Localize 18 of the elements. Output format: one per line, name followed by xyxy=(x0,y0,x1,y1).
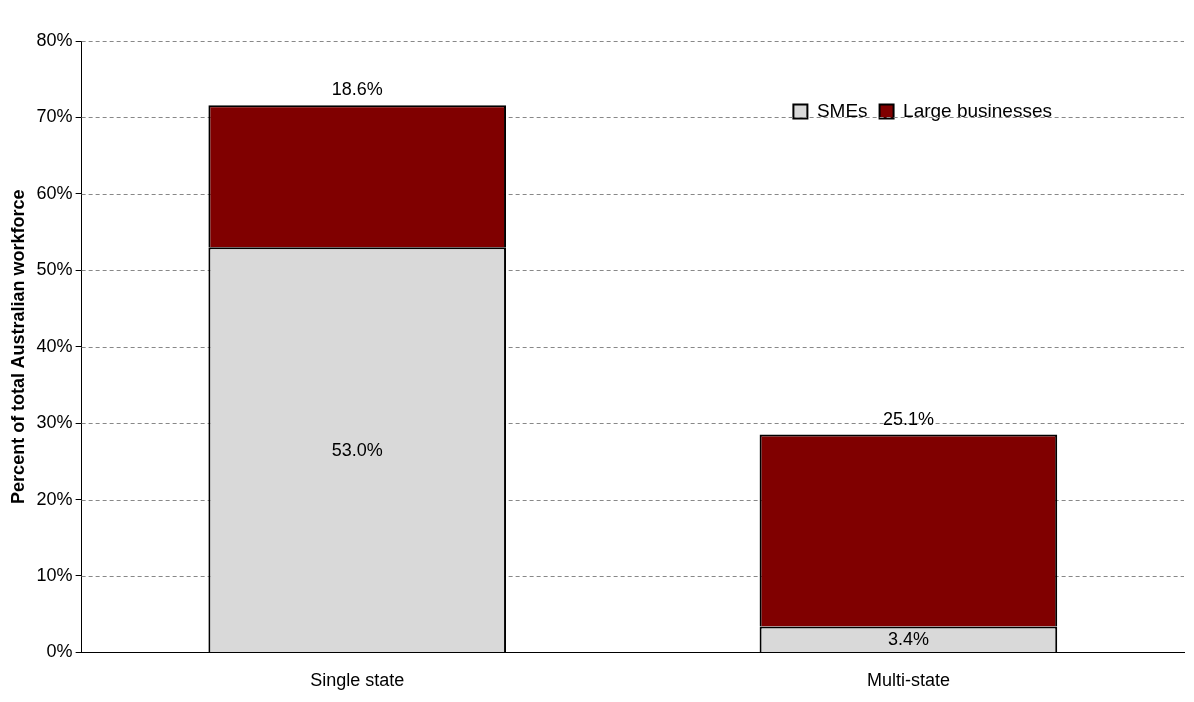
y-tick-label: 30% xyxy=(36,412,73,433)
legend-label: SMEs xyxy=(816,99,868,121)
y-tick-label: 0% xyxy=(46,641,73,662)
y-tick-label: 60% xyxy=(36,182,73,203)
data-label: 3.4% xyxy=(887,629,929,650)
y-axis-title: Percent of total Australian workforce xyxy=(7,189,28,504)
y-tick-label: 80% xyxy=(36,29,73,50)
legend-label: Large businesses xyxy=(903,99,1053,121)
x-tick-label: Single state xyxy=(310,670,405,691)
y-tick-label: 70% xyxy=(36,106,73,127)
data-label: 53.0% xyxy=(331,439,383,460)
data-label: 25.1% xyxy=(882,408,934,429)
y-tick-label: 40% xyxy=(36,335,73,356)
y-tick-label: 10% xyxy=(36,564,73,585)
y-tick-label: 50% xyxy=(36,259,73,280)
y-tick-label: 20% xyxy=(36,488,73,509)
data-label: 18.6% xyxy=(331,79,383,100)
x-tick-label: Multi-state xyxy=(866,670,950,691)
